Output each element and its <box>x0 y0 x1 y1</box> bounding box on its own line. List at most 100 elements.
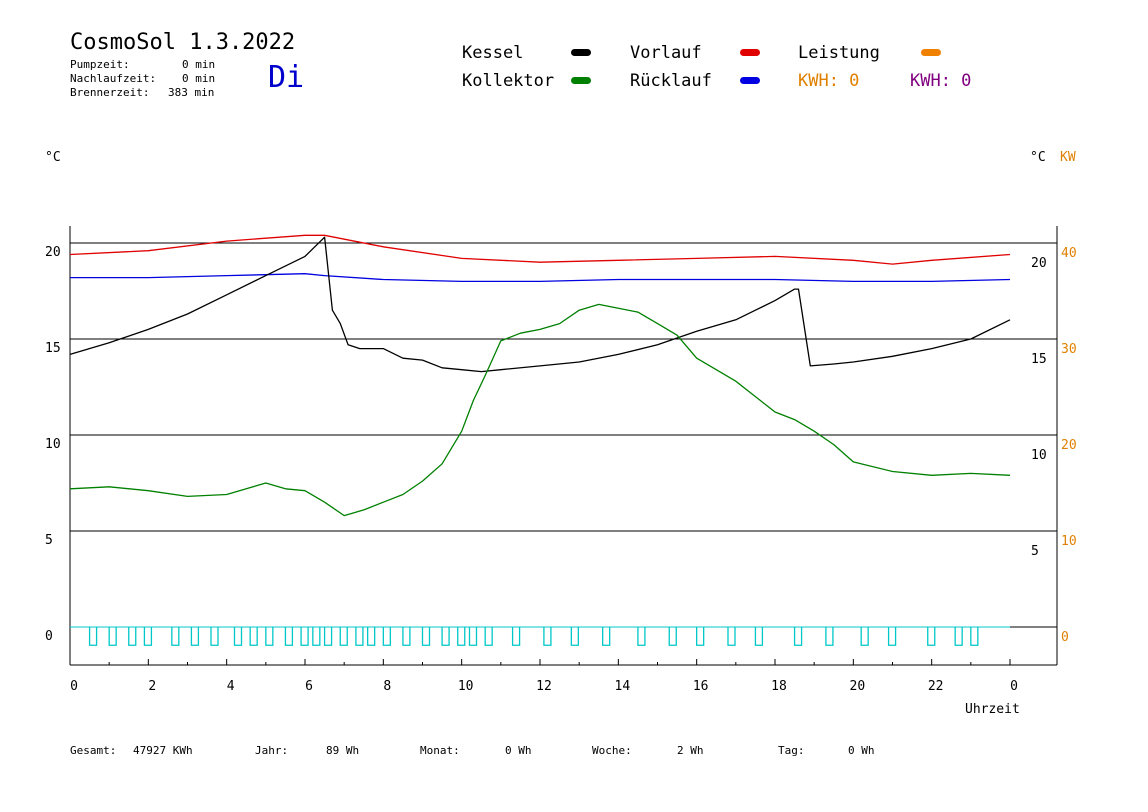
x-tick-label: 4 <box>227 679 235 694</box>
pump-pulse <box>954 627 963 646</box>
series-line-ruecklauf <box>70 273 1011 283</box>
stat-value-pumpzeit: 0 min <box>182 58 216 71</box>
pump-pulse <box>511 627 521 646</box>
legend-label-vorlauf: Vorlauf <box>630 43 702 63</box>
x-tick-label: 8 <box>383 679 391 694</box>
pump-pulse <box>382 627 391 646</box>
x-tick-label: 0 <box>1010 679 1018 694</box>
footer-woche-value: 2 Wh <box>677 744 704 757</box>
pump-pulse <box>754 627 764 646</box>
legend-label-leistung: Leistung <box>798 43 880 63</box>
x-tick-label: 10 <box>458 679 474 694</box>
x-tick-label: 12 <box>536 679 552 694</box>
footer-monat-label: Monat: <box>420 744 460 757</box>
stat-value-brennerzeit: 383 min <box>168 86 215 99</box>
pump-pulse <box>128 627 137 646</box>
y-tick-label-right-kw: 30 <box>1061 342 1077 357</box>
pump-pulse <box>602 627 611 646</box>
pump-pulse <box>88 627 98 646</box>
pump-pulse <box>441 627 450 646</box>
pump-pulse <box>543 627 552 646</box>
y-tick-label-right-kw: 0 <box>1061 630 1069 645</box>
pump-pulse <box>793 627 803 646</box>
x-tick-label: 14 <box>615 679 631 694</box>
pump-pulse <box>312 627 321 646</box>
pump-pulse <box>355 627 364 646</box>
footer-tag-value: 0 Wh <box>848 744 875 757</box>
stat-label-brennerzeit: Brennerzeit: <box>70 86 150 99</box>
footer-monat-value: 0 Wh <box>505 744 532 757</box>
x-tick-label: 22 <box>928 679 944 694</box>
chart-title: CosmoSol 1.3.2022 <box>70 30 296 55</box>
x-tick-label: 18 <box>771 679 787 694</box>
pump-pulse <box>249 627 258 646</box>
footer-jahr-value: 89 Wh <box>326 744 360 757</box>
pump-pulse <box>668 627 677 646</box>
pump-pulse <box>233 627 243 646</box>
stat-value-nachlaufzeit: 0 min <box>182 72 216 85</box>
y-tick-label-right-c: 15 <box>1031 352 1047 367</box>
pump-pulse <box>457 627 466 646</box>
y-tick-label-right-c: 5 <box>1031 544 1039 559</box>
footer-woche-label: Woche: <box>592 744 632 757</box>
right-axis-unit-c: °C <box>1030 150 1046 165</box>
pump-pulse <box>143 627 153 646</box>
pump-pulse <box>108 627 117 646</box>
pump-pulse <box>860 627 869 646</box>
x-tick-label: 16 <box>693 679 709 694</box>
pump-pulse <box>927 627 936 646</box>
pump-pulse <box>367 627 376 646</box>
x-tick-label: 6 <box>305 679 313 694</box>
legend-label-kollektor: Kollektor <box>462 71 555 91</box>
chart-series <box>69 234 1011 517</box>
pump-pulses <box>70 626 1010 646</box>
y-tick-label-left: 15 <box>45 341 61 356</box>
pump-pulse <box>190 627 200 646</box>
series-line-kollektor <box>69 303 1011 517</box>
pump-pulse <box>727 627 736 646</box>
legend-swatch-leistung <box>921 49 941 56</box>
pump-pulse <box>570 627 579 646</box>
chart-axes <box>69 226 1058 666</box>
y-tick-label-left: 20 <box>45 245 61 260</box>
pump-pulse <box>284 627 294 646</box>
series-line-kessel <box>69 236 1011 373</box>
legend-swatch-kessel <box>571 49 591 56</box>
y-tick-label-right-c: 20 <box>1031 256 1047 271</box>
pump-pulse <box>887 627 897 646</box>
footer-jahr-label: Jahr: <box>255 744 289 757</box>
y-tick-label-left: 5 <box>45 533 53 548</box>
y-tick-label-left: 10 <box>45 437 61 452</box>
pump-pulse <box>339 627 348 646</box>
pump-pulse <box>210 627 219 646</box>
pump-pulse <box>970 627 979 646</box>
series-line-vorlauf <box>69 234 1011 265</box>
pump-pulse <box>637 627 646 646</box>
pump-pulse <box>402 627 411 646</box>
weekday-label: Di <box>268 60 305 95</box>
x-tick-label: 20 <box>850 679 866 694</box>
y-tick-label-right-c: 10 <box>1031 448 1047 463</box>
y-tick-label-left: 0 <box>45 629 53 644</box>
pump-pulse <box>171 627 180 646</box>
pump-pulse <box>421 627 431 646</box>
footer-gesamt-label: Gesamt: <box>70 744 117 757</box>
footer-tag-label: Tag: <box>778 744 805 757</box>
left-axis-unit: °C <box>45 150 61 165</box>
footer-gesamt-value: 47927 KWh <box>133 744 193 757</box>
pump-pulse <box>484 627 493 646</box>
legend-swatch-vorlauf <box>740 49 760 56</box>
chart-grid <box>70 242 1057 628</box>
kwh-left: KWH: 0 <box>798 71 860 91</box>
pump-pulse <box>825 627 834 646</box>
legend-label-ruecklauf: Rücklauf <box>630 71 712 91</box>
pump-pulse <box>300 627 309 646</box>
pump-pulse <box>265 627 274 646</box>
legend-label-kessel: Kessel <box>462 43 524 63</box>
stat-label-pumpzeit: Pumpzeit: <box>70 58 130 71</box>
x-tick-label: 0 <box>70 679 78 694</box>
legend-swatch-ruecklauf <box>740 77 760 84</box>
y-tick-label-right-kw: 20 <box>1061 438 1077 453</box>
pump-pulse <box>696 627 705 646</box>
